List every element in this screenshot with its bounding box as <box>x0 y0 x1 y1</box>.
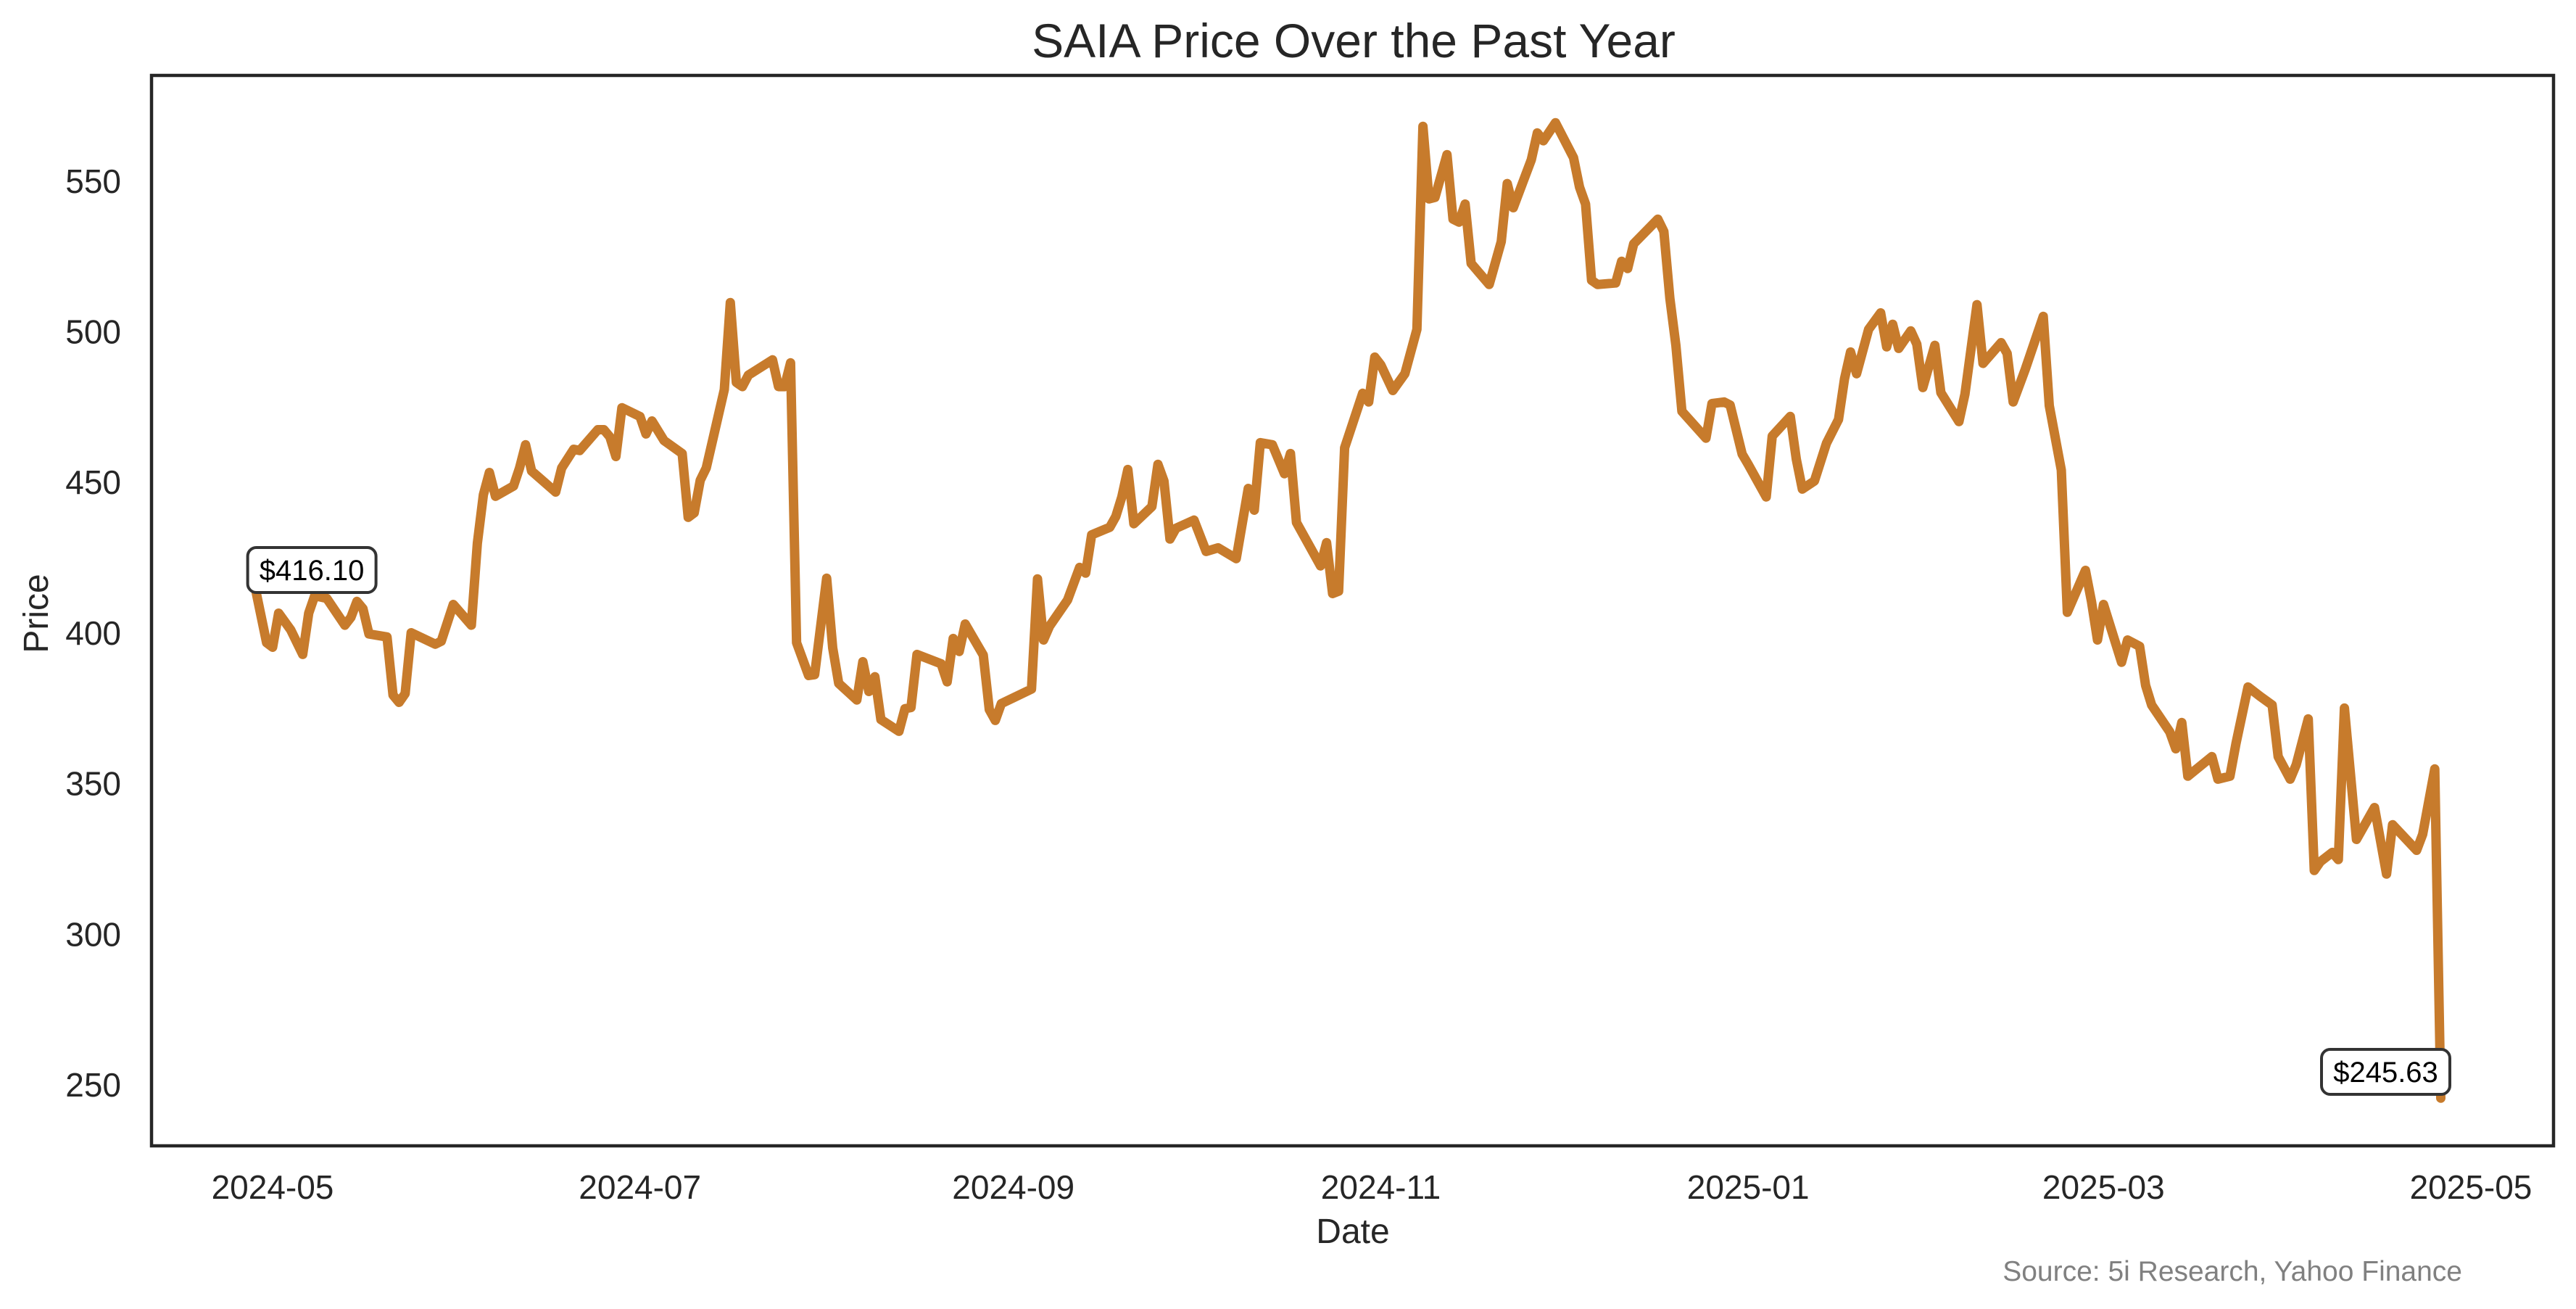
y-tick-label: 450 <box>65 463 121 501</box>
x-tick-label: 2025-01 <box>1687 1168 1810 1206</box>
annotation-label: $416.10 <box>260 555 365 587</box>
x-tick-label: 2025-03 <box>2042 1168 2165 1206</box>
start-price-annotation: $416.10 <box>246 546 378 594</box>
x-axis-label: Date <box>1316 1213 1389 1251</box>
plot-frame <box>149 73 2556 1148</box>
x-tick-label: 2025-05 <box>2410 1168 2532 1206</box>
y-axis-ticks: 250 300 350 400 450 500 550 <box>65 162 121 1104</box>
x-tick-label: 2024-05 <box>212 1168 334 1206</box>
series-group <box>249 117 2445 1103</box>
source-note: Source: 5i Research, Yahoo Finance <box>2003 1256 2462 1287</box>
y-tick-label: 250 <box>65 1066 121 1104</box>
y-axis-label: Price <box>17 574 56 653</box>
annotation-box <box>246 546 378 594</box>
y-tick-label: 500 <box>65 313 121 351</box>
y-tick-label: 350 <box>65 765 121 803</box>
price-line <box>249 117 2445 1103</box>
x-tick-label: 2024-09 <box>952 1168 1074 1206</box>
y-tick-label: 400 <box>65 614 121 652</box>
end-price-annotation: $245.63 <box>2320 1048 2451 1096</box>
annotation-label: $245.63 <box>2333 1057 2438 1089</box>
annotation-box <box>2320 1048 2451 1096</box>
chart-title: SAIA Price Over the Past Year <box>1032 14 1676 67</box>
annotations-group: $416.10 $245.63 <box>246 546 2451 1096</box>
y-tick-label: 300 <box>65 915 121 953</box>
x-tick-label: 2024-11 <box>1321 1168 1441 1206</box>
x-axis-ticks: 2024-05 2024-07 2024-09 2024-11 2025-01 2025-… <box>212 1168 2532 1206</box>
y-tick-label: 550 <box>65 162 121 200</box>
x-tick-label: 2024-07 <box>579 1168 701 1206</box>
